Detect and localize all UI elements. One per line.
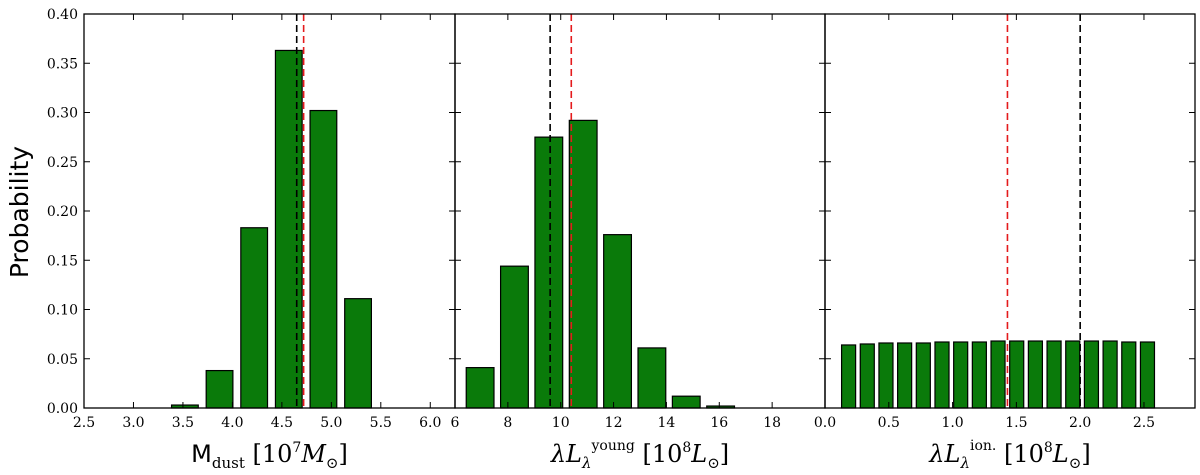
x-tick-label: 4.0: [221, 415, 243, 431]
bar-11: [1027, 340, 1044, 409]
bar-14: [1083, 340, 1100, 409]
bar-10: [1009, 340, 1025, 409]
bar-3: [878, 342, 894, 409]
bar-7: [953, 341, 969, 409]
panel-2: 6 8 10 12 14 16 18 λLλyoung [108L⊙]: [451, 13, 826, 472]
bar-6: [344, 298, 373, 409]
y-axis-label: Probability: [5, 146, 34, 278]
x-tick-label: 2.0: [1069, 415, 1091, 431]
bar-4: [274, 49, 303, 409]
x-tick-label: 3.0: [122, 415, 144, 431]
bar-1: [840, 344, 857, 409]
bar-6: [637, 347, 667, 409]
x-tick-label: 4.5: [271, 415, 293, 431]
bar-7: [671, 395, 701, 409]
y-tick-label: 0.20: [47, 204, 78, 220]
bar-2: [205, 369, 234, 409]
x-tick-label: 5.0: [320, 415, 342, 431]
bar-5: [309, 109, 338, 409]
x-axis-label: Mdust [107M⊙]: [191, 440, 348, 472]
bar-5: [603, 234, 633, 409]
x-tick-label: 1.5: [1005, 415, 1027, 431]
bar-1: [465, 367, 495, 409]
x-tick-label: 2.5: [1133, 415, 1155, 431]
bar-16: [1121, 341, 1137, 409]
x-tick-label: 18: [763, 415, 781, 431]
bar-9: [990, 340, 1006, 409]
y-tick-label: 0.15: [47, 253, 78, 269]
bar-3: [240, 227, 269, 409]
y-tick-label: 0.25: [47, 155, 78, 171]
x-tick-label: 6.0: [419, 415, 441, 431]
bar-3: [534, 136, 564, 409]
x-tick-label: 16: [710, 415, 728, 431]
x-tick-label: 8: [503, 415, 512, 431]
x-axis-label: λLλion. [108L⊙]: [928, 438, 1090, 472]
bar-12: [1046, 340, 1062, 409]
bar-8: [971, 341, 987, 409]
y-tick-label: 0.35: [47, 56, 78, 72]
y-tick-label: 0.10: [47, 303, 78, 319]
bar-4: [897, 342, 913, 409]
y-tick-label: 0.40: [47, 7, 78, 23]
x-tick-label: 10: [552, 415, 570, 431]
x-tick-label: 2.5: [73, 415, 95, 431]
x-tick-label: 12: [605, 415, 623, 431]
bar-2: [499, 265, 529, 409]
y-tick-label: 0.05: [47, 352, 78, 368]
bar-17: [1139, 341, 1156, 409]
y-tick-label: 0.00: [47, 401, 78, 417]
x-axis-label: λLλyoung [108L⊙]: [550, 438, 729, 472]
x-tick-label: 3.5: [172, 415, 194, 431]
x-tick-label: 1.0: [941, 415, 963, 431]
bar-5: [915, 342, 931, 409]
panel-1: 2.5 3.0 3.5 4.0 4.5 5.0 5.5 6.0 0.00 0.05 0.10 0.15…: [47, 7, 456, 472]
x-tick-label: 5.5: [370, 415, 392, 431]
y-tick-label: 0.30: [47, 106, 78, 122]
axes-frame: [83, 13, 456, 409]
x-tick-label: 6: [451, 415, 460, 431]
x-tick-label: 14: [658, 415, 676, 431]
x-tick-label: 0.0: [814, 415, 836, 431]
bar-15: [1102, 340, 1118, 409]
bar-13: [1065, 340, 1081, 409]
panel-3: 0.0 0.5 1.0 1.5 2.0 2.5 λLλion. [108L⊙]: [814, 13, 1196, 472]
bar-2: [859, 343, 875, 409]
axes-frame: [824, 13, 1196, 409]
x-tick-label: 0.5: [878, 415, 900, 431]
bar-6: [934, 341, 950, 409]
bar-4: [568, 119, 598, 409]
